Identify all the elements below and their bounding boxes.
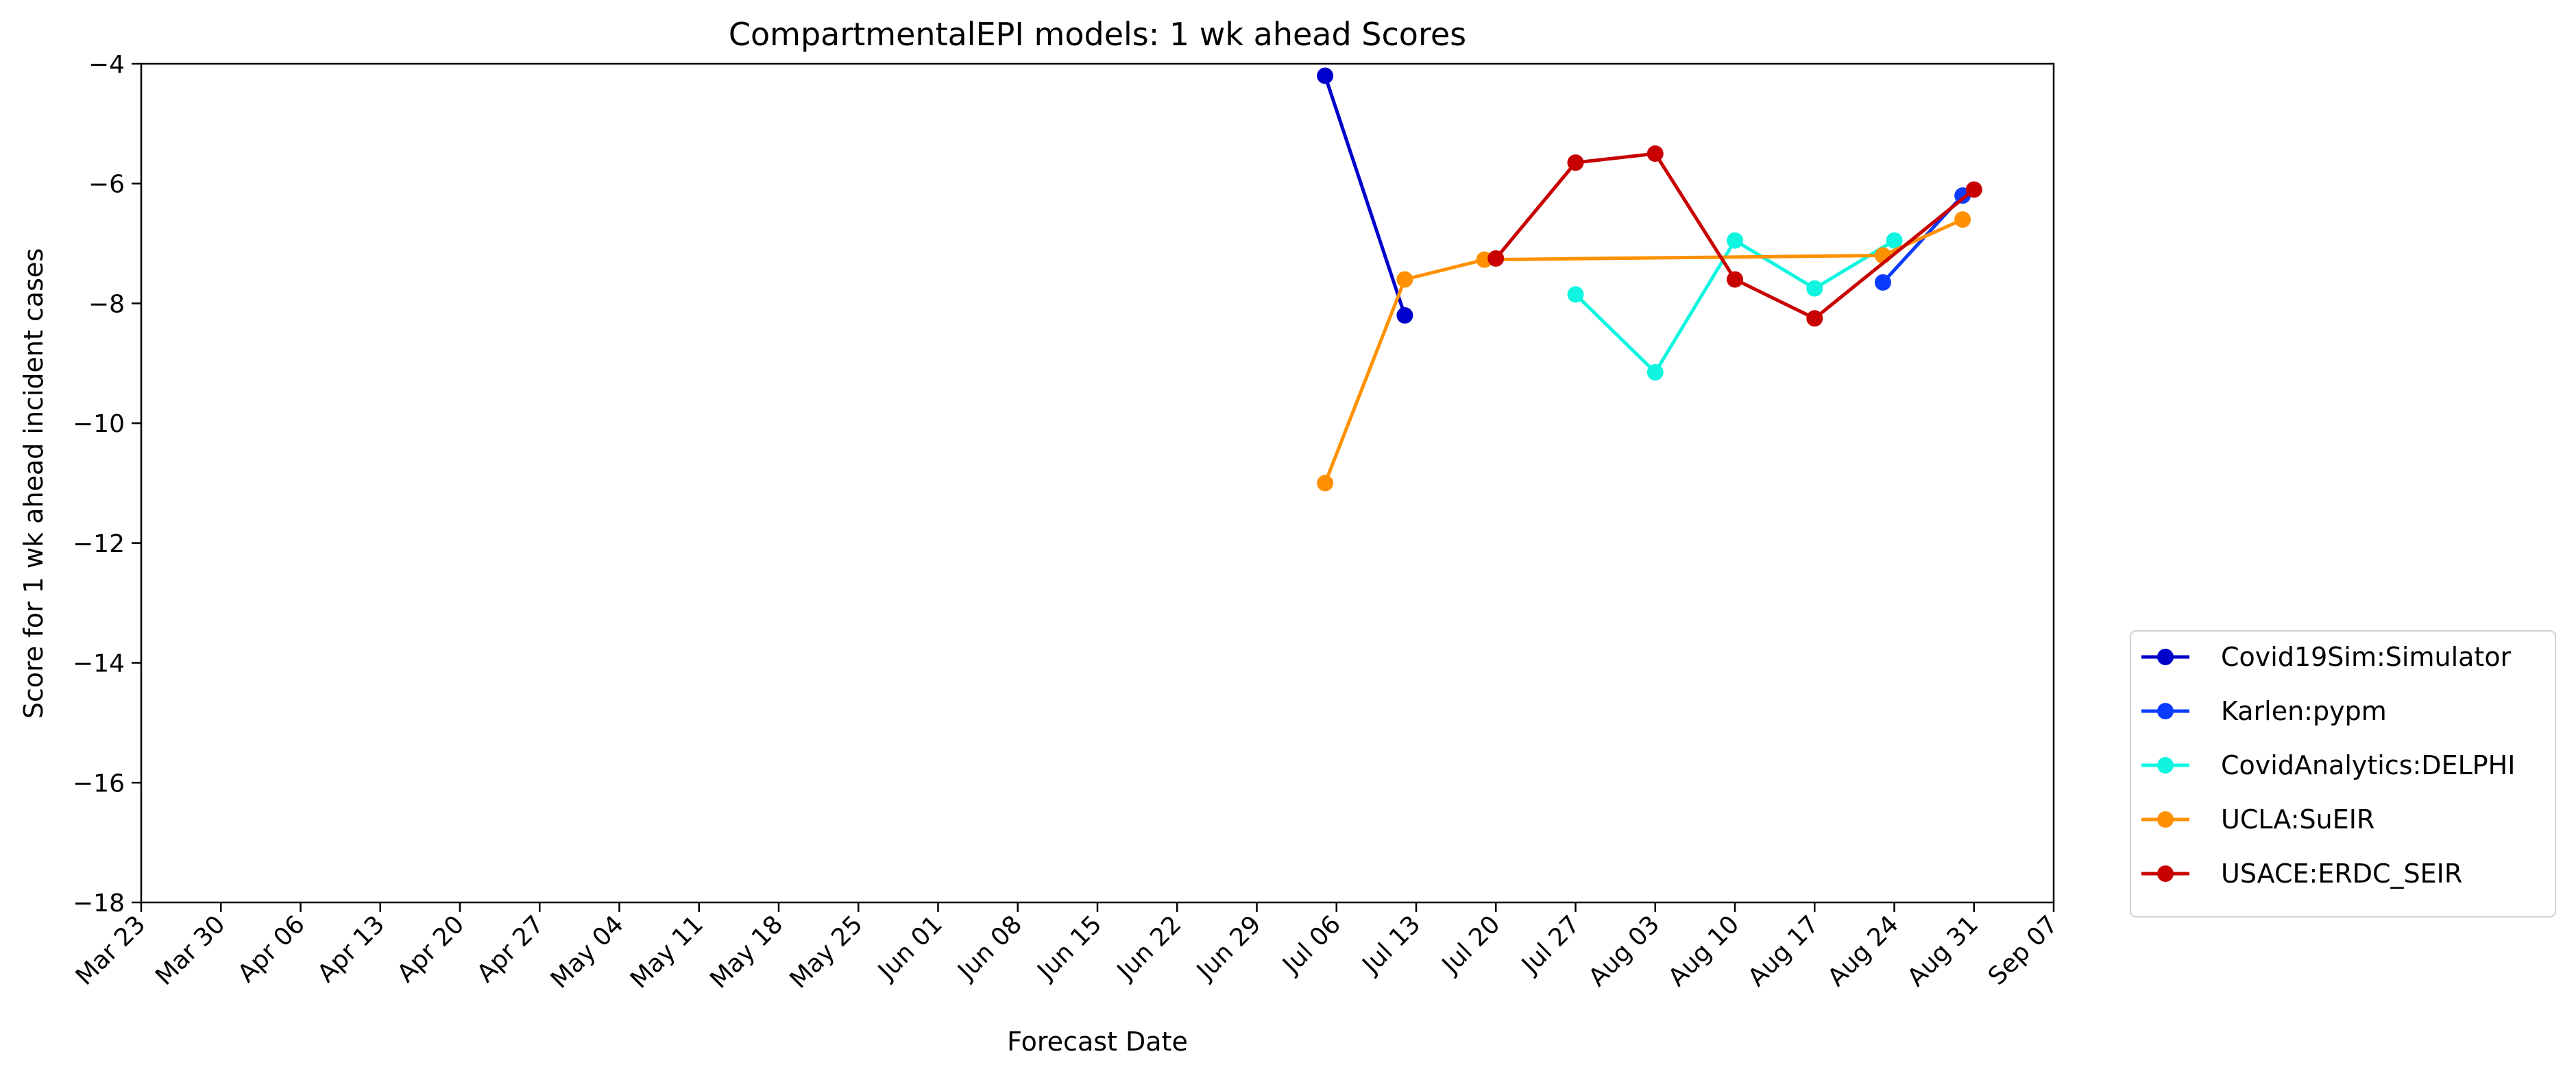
data-point xyxy=(1396,271,1413,288)
data-point xyxy=(1317,67,1334,84)
x-tick-label: Jul 13 xyxy=(1357,910,1426,980)
legend-item: UCLA:SuEIR xyxy=(2141,804,2374,835)
x-axis-label: Forecast Date xyxy=(1007,1027,1188,1057)
x-tick-label: Mar 23 xyxy=(71,910,151,991)
legend-marker xyxy=(2157,649,2174,665)
data-point xyxy=(1647,363,1664,381)
data-point xyxy=(1806,310,1823,327)
x-tick-label: Apr 27 xyxy=(472,910,550,988)
legend-item: USACE:ERDC_SEIR xyxy=(2141,859,2462,889)
data-point xyxy=(1874,274,1891,291)
y-tick-label: −8 xyxy=(88,290,125,318)
data-point xyxy=(1965,181,1982,198)
x-tick-label: Jul 06 xyxy=(1277,910,1347,980)
legend-item: Covid19Sim:Simulator xyxy=(2141,642,2512,672)
y-tick-label: −4 xyxy=(88,51,125,79)
x-tick-label: May 11 xyxy=(625,910,709,994)
series-2 xyxy=(1567,232,1903,381)
legend-label: Karlen:pypm xyxy=(2221,696,2387,726)
series-line xyxy=(1494,152,1976,320)
legend-item: Karlen:pypm xyxy=(2141,696,2387,726)
legend-marker xyxy=(2157,865,2174,882)
y-tick-label: −14 xyxy=(73,650,125,678)
y-tick-label: −6 xyxy=(88,171,125,199)
data-point xyxy=(1806,280,1823,297)
data-point xyxy=(1727,232,1743,249)
series-0 xyxy=(1317,67,1413,324)
x-tick-label: Mar 30 xyxy=(150,910,231,991)
x-tick-label: Aug 24 xyxy=(1823,910,1904,992)
legend-marker xyxy=(2157,703,2174,719)
x-tick-label: Aug 10 xyxy=(1663,910,1745,992)
data-point xyxy=(1396,307,1413,324)
x-tick-label: Jun 22 xyxy=(1111,910,1187,986)
series-line xyxy=(1323,75,1407,316)
legend: Covid19Sim:Simulator Karlen:pypm CovidAnal… xyxy=(2130,630,2556,918)
data-point xyxy=(1954,211,1971,228)
data-point xyxy=(1317,475,1334,492)
plot-frame xyxy=(140,62,2055,904)
legend-frame xyxy=(2130,630,2556,918)
y-axis: −4 −6 −8 −10 −12 −14 −16 −18 xyxy=(73,51,141,918)
legend-label: Covid19Sim:Simulator xyxy=(2221,642,2512,672)
y-tick-label: −16 xyxy=(73,769,125,798)
x-tick-label: Jun 08 xyxy=(951,910,1028,986)
data-point xyxy=(1886,232,1903,249)
x-tick-label: Sep 07 xyxy=(1983,910,2063,990)
x-tick-label: Jul 27 xyxy=(1516,910,1585,980)
series-line xyxy=(1323,217,1964,484)
x-tick-label: Aug 03 xyxy=(1583,910,1665,992)
x-tick-label: Aug 17 xyxy=(1742,910,1824,992)
legend-label: UCLA:SuEIR xyxy=(2221,804,2374,835)
x-tick-label: Apr 06 xyxy=(232,910,311,988)
data-point xyxy=(1647,145,1664,163)
series-4 xyxy=(1487,145,1982,327)
series-line xyxy=(1574,239,1895,374)
data-point xyxy=(1567,154,1584,171)
y-tick-label: −10 xyxy=(73,410,125,438)
legend-label: CovidAnalytics:DELPHI xyxy=(2221,750,2515,780)
legend-marker xyxy=(2157,811,2174,828)
x-tick-label: May 25 xyxy=(785,910,868,994)
data-point xyxy=(1487,250,1505,267)
legend-marker xyxy=(2157,757,2174,774)
data-point xyxy=(1727,271,1743,288)
x-tick-label: Apr 20 xyxy=(392,910,470,988)
y-tick-label: −12 xyxy=(73,530,125,558)
chart-title: CompartmentalEPI models: 1 wk ahead Scor… xyxy=(729,16,1466,53)
plot-area xyxy=(140,62,2055,904)
x-tick-label: Jun 15 xyxy=(1032,910,1108,986)
x-tick-label: Jun 01 xyxy=(872,910,948,986)
y-tick-label: −18 xyxy=(73,889,125,918)
x-tick-label: May 04 xyxy=(546,910,629,994)
y-axis-label: Score for 1 wk ahead incident cases xyxy=(19,248,49,719)
legend-label: USACE:ERDC_SEIR xyxy=(2221,859,2462,889)
legend-item: CovidAnalytics:DELPHI xyxy=(2141,750,2515,780)
x-tick-label: Jun 29 xyxy=(1191,910,1267,986)
x-tick-label: Aug 31 xyxy=(1902,910,1984,992)
data-point xyxy=(1567,286,1584,303)
x-tick-label: Jul 20 xyxy=(1436,910,1506,980)
x-tick-label: May 18 xyxy=(705,910,788,994)
x-tick-label: Apr 13 xyxy=(313,910,391,988)
